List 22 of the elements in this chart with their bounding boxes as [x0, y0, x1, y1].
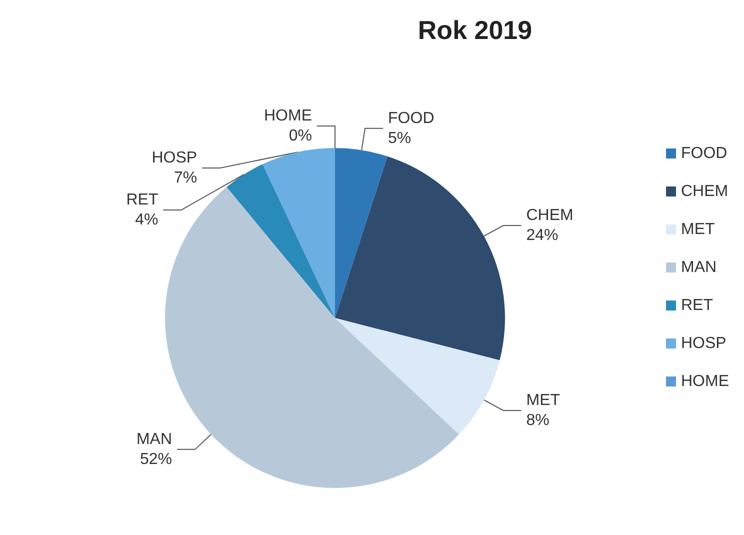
category-label: HOME [264, 108, 312, 124]
data-label: 8% [526, 412, 550, 429]
legend-label: RET [681, 297, 714, 314]
legend-label: HOSP [681, 335, 726, 352]
legend-label: MAN [681, 259, 717, 276]
slice-label: CHEM [526, 207, 574, 224]
data-label: 52% [140, 450, 172, 468]
data-label: 4% [135, 212, 158, 228]
chart-title: Rok 2019 [418, 15, 532, 45]
data-label: 5% [388, 130, 412, 147]
legend-label: HOME [681, 373, 729, 390]
slice-label: MET [526, 392, 560, 409]
legend-label: MET [681, 221, 715, 238]
text: 0% [288, 128, 312, 144]
data-label: 24% [526, 227, 558, 244]
legend-label: FOOD [681, 145, 728, 162]
legend-label: CHEM [681, 183, 728, 200]
slice-label: HOSP [152, 150, 198, 166]
data-label: 7% [174, 170, 198, 186]
slice-label: MAN [136, 430, 172, 448]
slice-label: RET [126, 192, 158, 208]
slice-label: FOOD [388, 110, 434, 127]
